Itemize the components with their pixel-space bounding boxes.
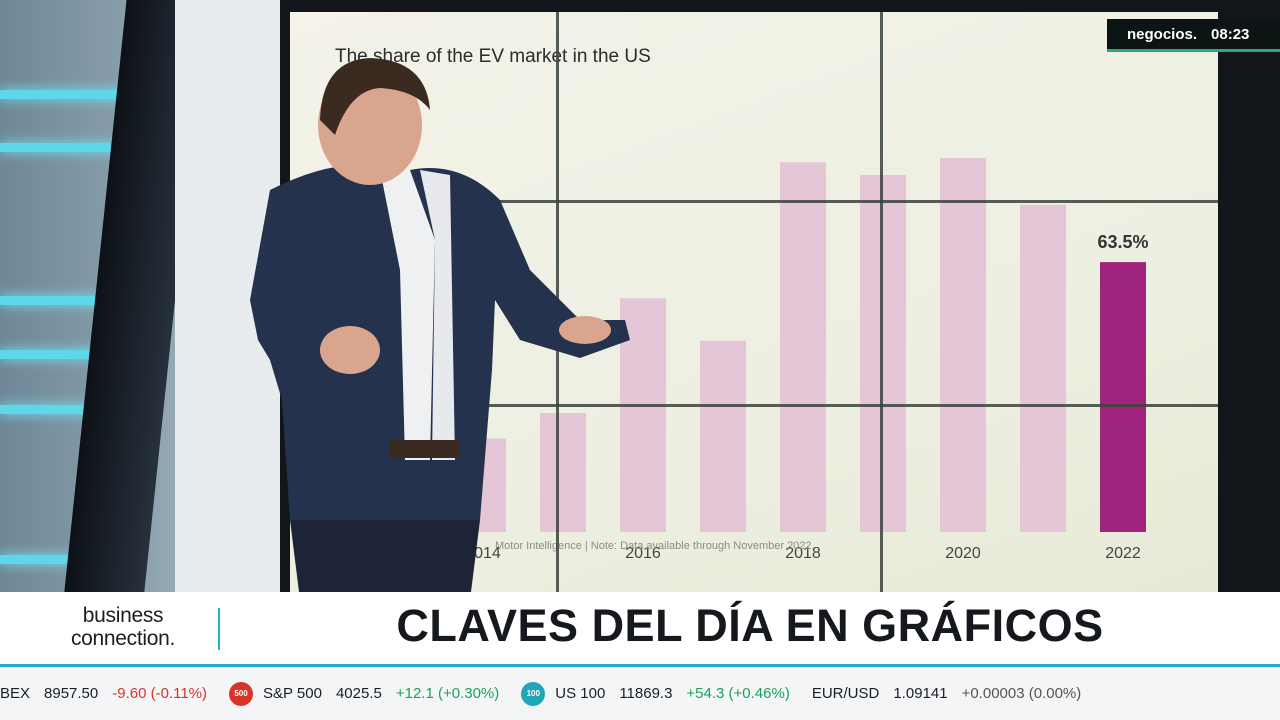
presenter [250,58,630,600]
bar-2018 [780,162,826,532]
x-tick-label: 2018 [785,545,821,562]
ticker-item: BEX 8957.50 -9.60 (-0.11%) [0,685,207,702]
x-tick-label: 2016 [625,545,661,562]
x-tick-label: 2020 [945,545,981,562]
ticker-change: -9.60 (-0.11%) [112,685,208,702]
logo-divider [218,608,220,650]
ticker-item: 100 US 100 11869.3 +54.3 (+0.46%) [521,681,790,706]
ticker-change: +0.00003 (0.00%) [961,685,1082,702]
neon-light [0,143,158,152]
ticker-value: 1.09141 [893,685,948,702]
ticker-item: 500 S&P 500 4025.5 +12.1 (+0.30%) [229,681,500,706]
studio-background: The share of the EV market in the US 201… [0,0,1280,600]
index-badge-icon: 500 [229,681,254,706]
bar-2020 [940,158,986,532]
x-tick-label: 2022 [1105,545,1141,562]
screen-bezel [290,200,1218,203]
bar-2022 [1100,262,1146,532]
market-ticker: BEX 8957.50 -9.60 (-0.11%) 500 S&P 500 4025.5… [0,667,1280,720]
ticker-change: +54.3 (+0.46%) [686,685,790,702]
neon-light [0,296,140,305]
ticker-value: 4025.5 [335,685,382,702]
headline: CLAVES DEL DÍA EN GRÁFICOS [396,600,1104,651]
ticker-symbol: S&P 500 [263,685,322,702]
bar-2015 [540,413,586,532]
neon-light [0,555,110,564]
bar-2017 [700,340,746,532]
screen-bezel [290,404,1218,407]
program-logo: business connection. [38,604,208,650]
channel-name: negocios. [1127,25,1198,43]
bar-2019 [860,175,906,532]
bar-data-label: 63.5% [1097,232,1148,252]
bar-2021 [1020,204,1066,532]
ticker-change: +12.1 (+0.30%) [395,685,500,702]
lower-third: business connection. CLAVES DEL DÍA EN G… [0,592,1280,667]
ticker-symbol: BEX [0,685,31,702]
ticker-value: 11869.3 [619,685,673,702]
program-logo-line2: connection. [70,627,176,650]
clock-time: 08:23 [1211,25,1250,43]
ticker-symbol: US 100 [555,685,606,702]
chart-source-note: Motor Intelligence | Note: Data availabl… [495,540,815,552]
ticker-symbol: EUR/USD [811,685,880,702]
neon-light [0,350,132,359]
channel-bug: negocios. 08:23 [1107,19,1280,52]
ticker-item: EUR/USD 1.09141 +0.00003 (0.00%) [812,685,1081,702]
index-badge-icon: 100 [521,681,546,706]
program-logo-line1: business [82,604,164,627]
neon-light [0,90,165,99]
screen-bezel [880,12,883,598]
ticker-value: 8957.50 [44,685,99,702]
chart-title: The share of the EV market in the US [335,46,651,67]
neon-light [0,405,125,414]
